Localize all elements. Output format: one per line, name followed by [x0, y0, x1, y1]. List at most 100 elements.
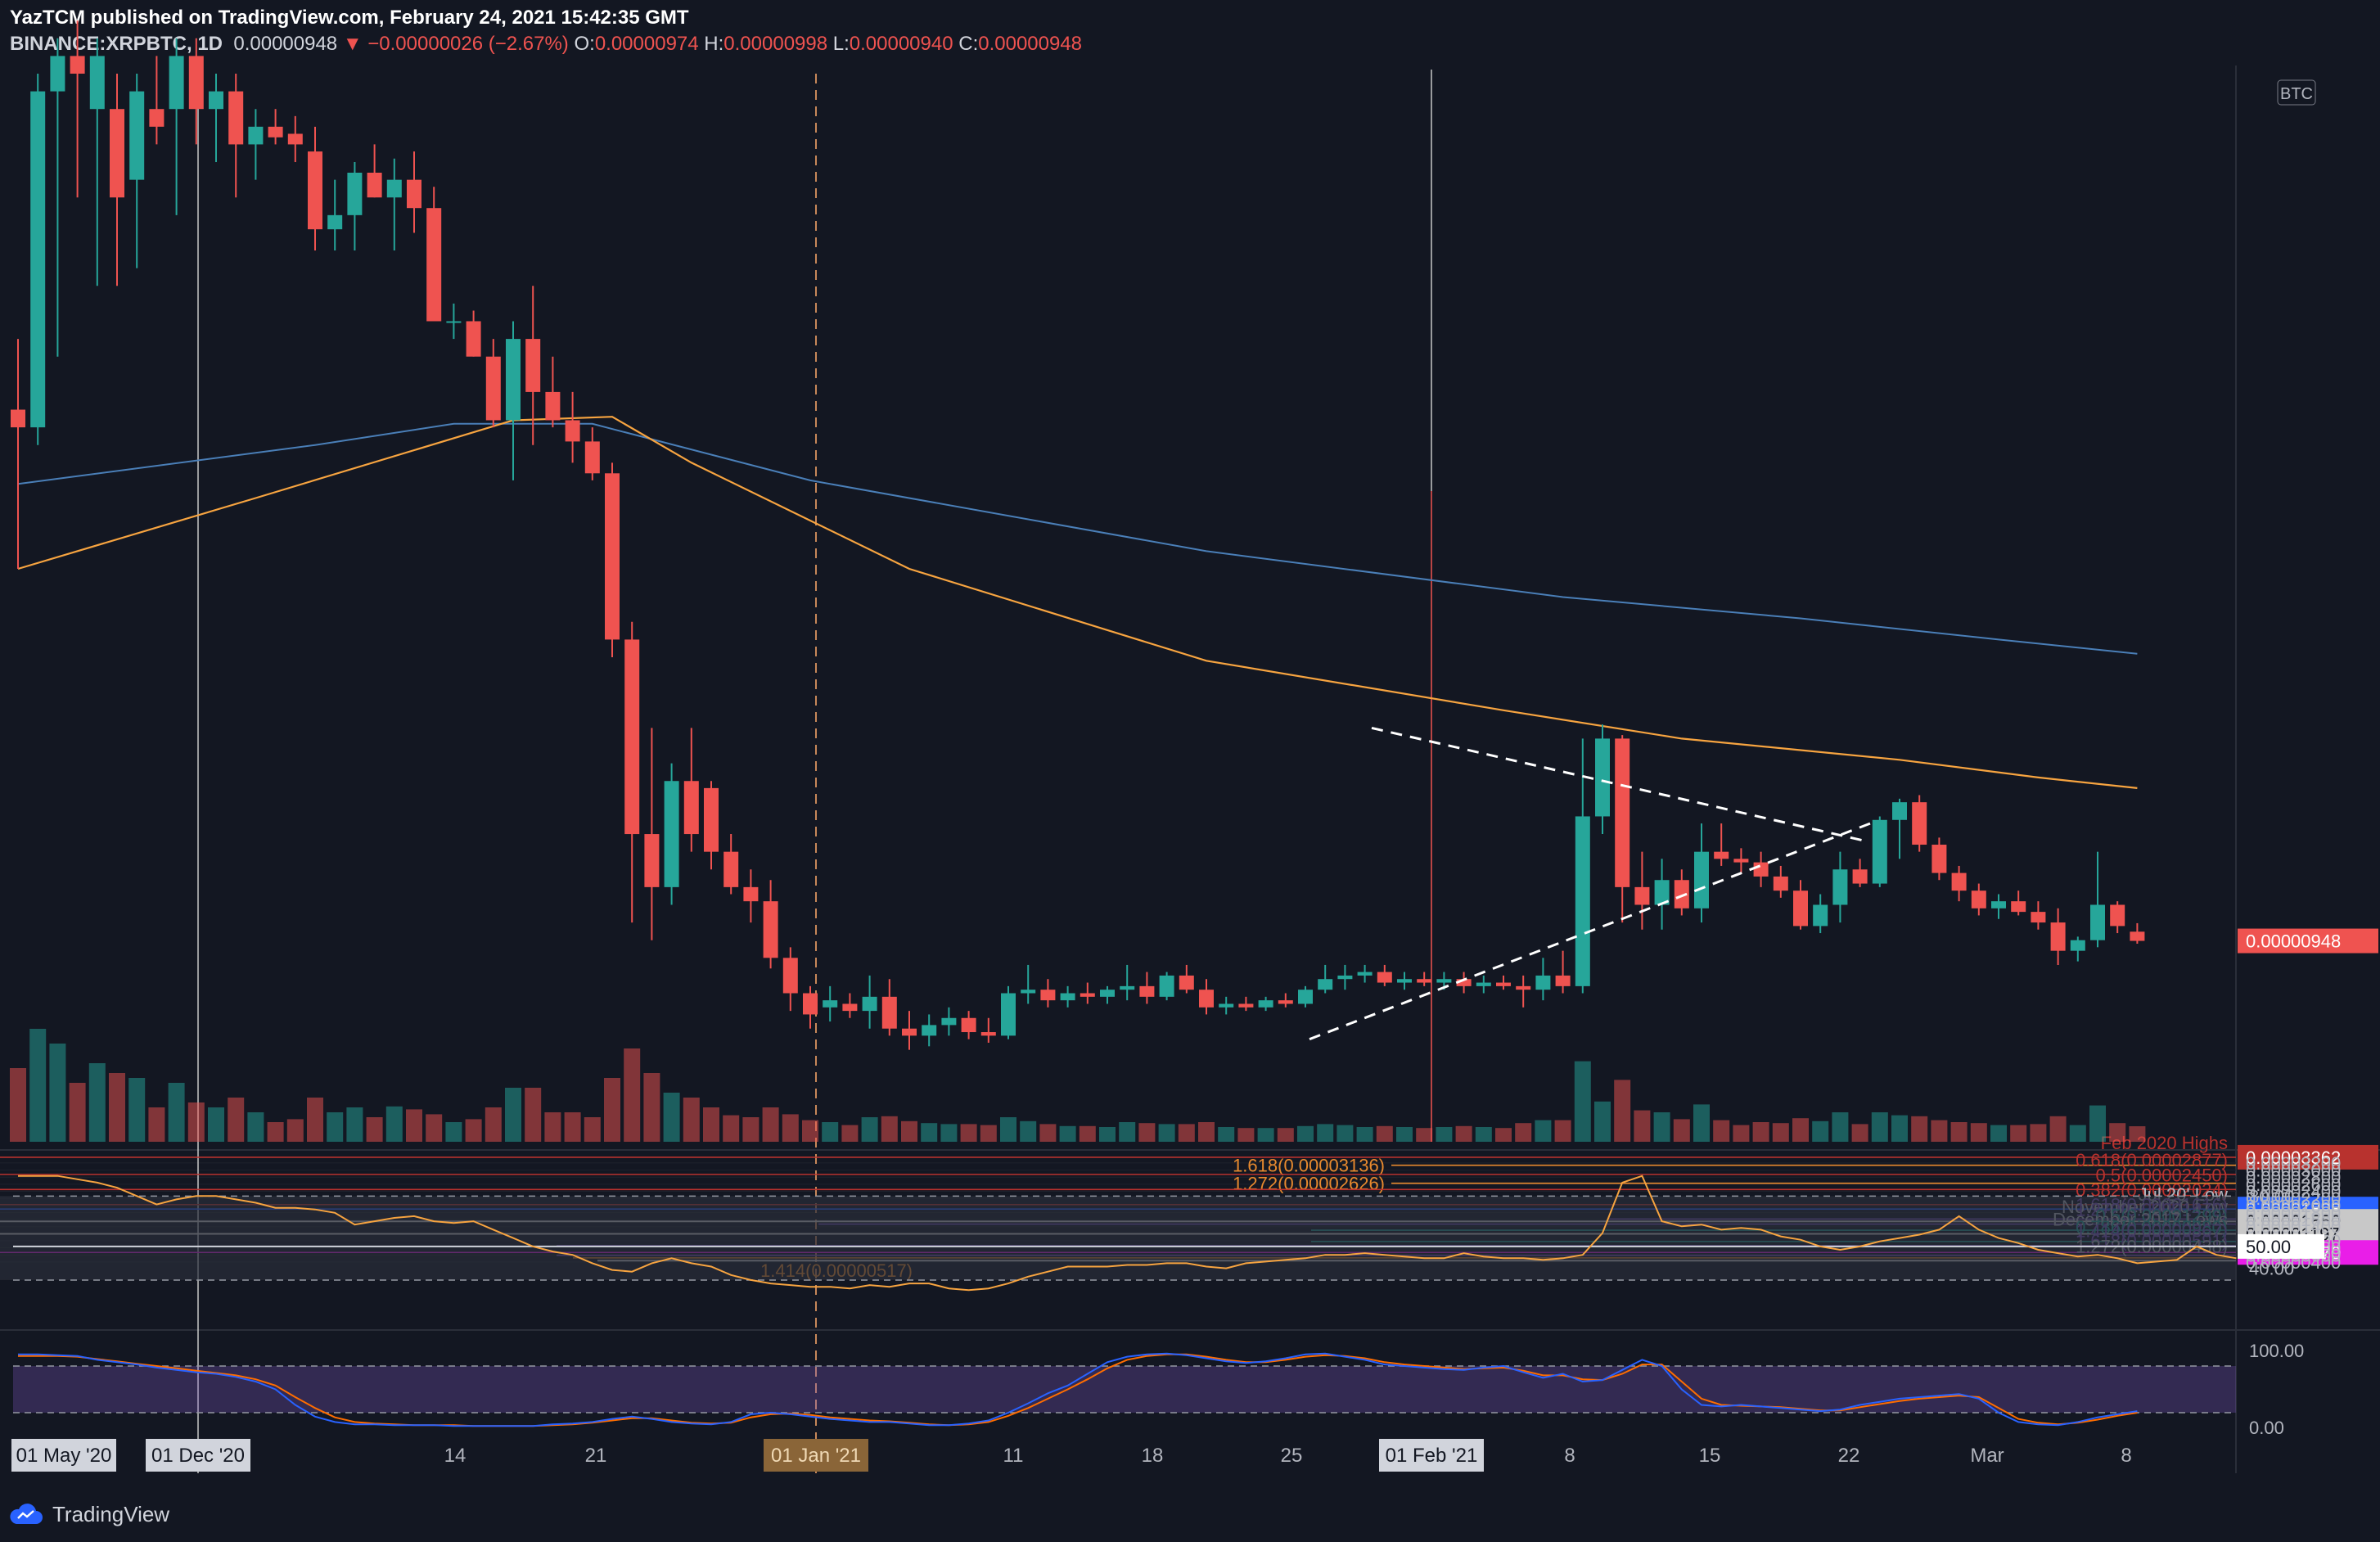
volume-bar	[187, 1102, 205, 1142]
ema-orange-line	[17, 416, 2138, 789]
volume-bar	[208, 1107, 224, 1142]
candle-body	[1298, 990, 1313, 1004]
time-axis-tick: Mar	[1970, 1445, 2004, 1467]
candle-body	[1872, 819, 1887, 884]
volume-bar	[1891, 1115, 1908, 1142]
volume-bar	[228, 1098, 245, 1142]
change-down-icon: ▼	[342, 33, 363, 55]
volume-bar	[1178, 1124, 1195, 1142]
candle-body	[1417, 979, 1432, 983]
volume-bar	[1990, 1125, 2007, 1142]
high-label: H:	[704, 33, 724, 55]
price-axis-tick: 0.00001400	[2246, 1217, 2341, 1238]
candle-body	[149, 109, 165, 127]
candle-body	[1496, 982, 1511, 986]
volume-bar	[1950, 1122, 1968, 1142]
candle-body	[980, 1032, 996, 1036]
level-label: 1.272(0.00002626)	[1233, 1174, 1385, 1194]
candle-body	[2031, 912, 2046, 923]
volume-bar	[1237, 1128, 1255, 1142]
candle-body	[287, 133, 303, 145]
price-axis-tick: 0.00002000	[2246, 1196, 2341, 1216]
stoch-axis-tick: 100.00	[2249, 1341, 2304, 1361]
candle-body	[1852, 869, 1868, 884]
candle-body	[228, 91, 244, 145]
volume-bar	[1396, 1127, 1413, 1142]
volume-bar	[1535, 1120, 1552, 1142]
candle-body	[347, 172, 363, 215]
candle-body	[506, 339, 521, 421]
candle-body	[545, 391, 561, 421]
volume-bar	[822, 1122, 839, 1142]
candle-body	[1674, 880, 1689, 909]
price-axis-tick: 0.00002800	[2246, 1167, 2341, 1188]
tradingview-brand-text: TradingView	[52, 1501, 170, 1526]
symbol-name[interactable]: BINANCE:XRPBTC, 1D	[10, 33, 223, 55]
price-pane	[0, 65, 2236, 1146]
volume-bar	[1436, 1127, 1453, 1142]
candle-body	[1139, 985, 1155, 997]
candle-body	[525, 339, 541, 392]
candle-body	[129, 91, 145, 180]
volume-bar	[1099, 1127, 1116, 1142]
volume-bar	[10, 1068, 26, 1142]
candle-body	[862, 996, 877, 1012]
time-axis-badge	[11, 1439, 116, 1472]
tradingview-cloud-icon	[10, 1504, 43, 1524]
stoch-k-line	[18, 1352, 2138, 1427]
volume-bar	[940, 1124, 958, 1142]
volume-bar	[1812, 1120, 1829, 1142]
candle-body	[683, 781, 699, 835]
volume-bar	[1198, 1122, 1215, 1142]
candle-body	[485, 356, 501, 421]
volume-bar	[1911, 1116, 1928, 1142]
candle-body	[1278, 1000, 1293, 1004]
level-label: 1.618(0.00003136)	[1233, 1156, 1385, 1176]
time-axis-tick: 01 Feb '21	[1386, 1445, 1478, 1467]
candle-body	[1060, 993, 1075, 1001]
candle-body	[466, 321, 481, 357]
volume-bar	[148, 1107, 165, 1142]
candle-body	[1714, 851, 1729, 859]
volume-bar	[1851, 1124, 1868, 1142]
candle-body	[1337, 975, 1353, 980]
volume-bar	[69, 1083, 86, 1142]
candle-body	[446, 321, 462, 323]
time-axis-tick: 8	[2121, 1445, 2131, 1467]
volume-bar	[385, 1106, 403, 1142]
time-axis-tick: 22	[1838, 1445, 1860, 1467]
time-axis-tick: 25	[1281, 1445, 1303, 1467]
volume-bar	[643, 1073, 660, 1142]
volume-bar	[505, 1088, 521, 1142]
volume-bar	[426, 1114, 443, 1142]
volume-bar	[1673, 1119, 1690, 1142]
volume-bar	[2030, 1124, 2047, 1142]
time-axis-tick: 15	[1699, 1445, 1721, 1467]
candle-body	[842, 1003, 858, 1012]
volume-bar	[564, 1112, 581, 1142]
ma-blue-line	[17, 422, 2138, 655]
candle-body	[209, 91, 223, 110]
candle-body	[782, 958, 798, 994]
volume-bar	[1356, 1127, 1373, 1142]
candle-body	[1318, 979, 1333, 990]
candle-body	[1377, 972, 1392, 983]
volume-bar	[1792, 1118, 1809, 1142]
candle-body	[426, 208, 442, 322]
change-value: −0.00000026 (−2.67%)	[367, 33, 569, 55]
volume-bar	[881, 1116, 898, 1142]
rsi-axis-tick: 40.00	[2249, 1258, 2294, 1278]
volume-bar	[1653, 1112, 1670, 1142]
unit-badge	[2277, 79, 2316, 106]
candle-body	[584, 441, 600, 474]
last-price: 0.00000948	[233, 33, 338, 55]
candle-body	[248, 126, 264, 145]
candle-body	[1793, 890, 1808, 927]
volume-bar	[624, 1048, 641, 1142]
tradingview-branding[interactable]: TradingView	[8, 1498, 169, 1531]
candle-body	[407, 179, 421, 209]
candle-body	[386, 179, 402, 198]
volume-bar	[267, 1122, 284, 1142]
candle-body	[1535, 975, 1551, 990]
